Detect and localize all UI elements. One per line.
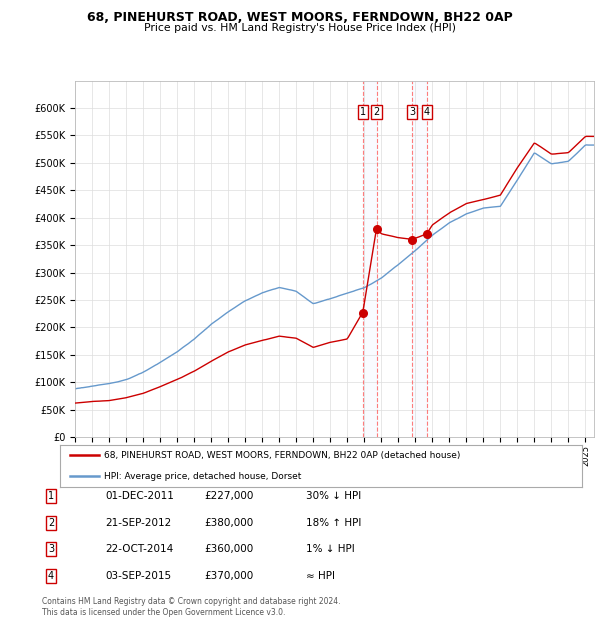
Text: 22-OCT-2014: 22-OCT-2014 — [105, 544, 173, 554]
Text: 03-SEP-2015: 03-SEP-2015 — [105, 571, 171, 581]
Text: Price paid vs. HM Land Registry's House Price Index (HPI): Price paid vs. HM Land Registry's House … — [144, 23, 456, 33]
Text: 4: 4 — [424, 107, 430, 117]
Text: £370,000: £370,000 — [204, 571, 253, 581]
Text: 1% ↓ HPI: 1% ↓ HPI — [306, 544, 355, 554]
Text: 21-SEP-2012: 21-SEP-2012 — [105, 518, 171, 528]
Text: ≈ HPI: ≈ HPI — [306, 571, 335, 581]
Text: 18% ↑ HPI: 18% ↑ HPI — [306, 518, 361, 528]
Text: 4: 4 — [48, 571, 54, 581]
Text: 01-DEC-2011: 01-DEC-2011 — [105, 491, 174, 501]
Text: £360,000: £360,000 — [204, 544, 253, 554]
Text: HPI: Average price, detached house, Dorset: HPI: Average price, detached house, Dors… — [104, 472, 302, 480]
Text: 3: 3 — [48, 544, 54, 554]
Text: Contains HM Land Registry data © Crown copyright and database right 2024.
This d: Contains HM Land Registry data © Crown c… — [42, 598, 341, 617]
Text: £380,000: £380,000 — [204, 518, 253, 528]
Text: £227,000: £227,000 — [204, 491, 253, 501]
Bar — [363, 81, 377, 437]
Text: 2: 2 — [48, 518, 54, 528]
Bar — [412, 81, 427, 437]
Text: 68, PINEHURST ROAD, WEST MOORS, FERNDOWN, BH22 0AP (detached house): 68, PINEHURST ROAD, WEST MOORS, FERNDOWN… — [104, 451, 461, 459]
Text: 68, PINEHURST ROAD, WEST MOORS, FERNDOWN, BH22 0AP: 68, PINEHURST ROAD, WEST MOORS, FERNDOWN… — [87, 11, 513, 24]
Text: 1: 1 — [48, 491, 54, 501]
Text: 2: 2 — [373, 107, 380, 117]
Text: 30% ↓ HPI: 30% ↓ HPI — [306, 491, 361, 501]
Text: 3: 3 — [409, 107, 415, 117]
Text: 1: 1 — [360, 107, 366, 117]
